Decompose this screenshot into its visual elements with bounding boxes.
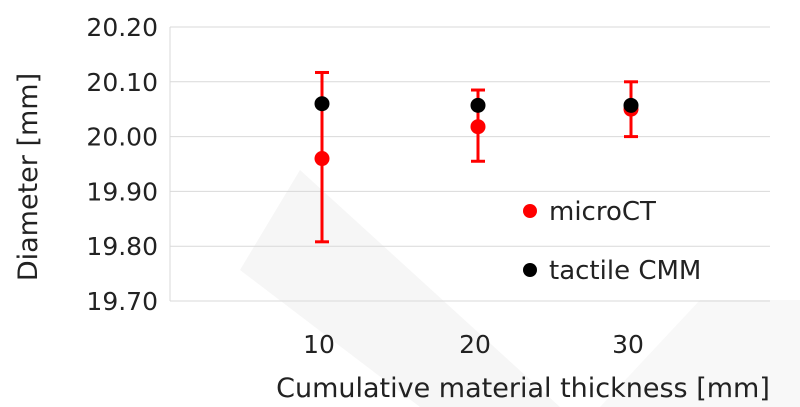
y-tick-label: 20.20 (86, 13, 158, 42)
data-point-0-1 (470, 119, 486, 135)
x-tick-label: 20 (459, 330, 491, 359)
y-tick-label: 20.00 (86, 123, 158, 152)
y-tick-labels: 20.20 20.10 20.00 19.90 19.80 19.70 (86, 13, 158, 316)
background-shape (240, 170, 560, 407)
x-tick-label: 30 (612, 330, 644, 359)
legend-marker-microct (523, 204, 537, 218)
grid-lines (169, 26, 770, 302)
legend: microCT tactile CMM (523, 197, 701, 286)
data-point-1-1 (470, 97, 486, 113)
data-point-1-2 (623, 97, 639, 113)
y-axis-title: Diameter [mm] (13, 73, 44, 281)
legend-label-tactile-cmm: tactile CMM (549, 256, 701, 286)
data-point-1-0 (314, 96, 330, 112)
x-axis-title: Cumulative material thickness [mm] (276, 373, 770, 404)
x-tick-labels: 10 20 30 (303, 330, 644, 359)
x-tick-label: 10 (303, 330, 335, 359)
y-tick-label: 20.10 (86, 68, 158, 97)
legend-label-microct: microCT (549, 197, 656, 227)
y-tick-label: 19.80 (86, 232, 158, 261)
background-shape-2 (600, 300, 800, 407)
legend-marker-tactile-cmm (523, 263, 537, 277)
data-point-0-0 (314, 151, 330, 167)
y-tick-label: 19.90 (86, 177, 158, 206)
y-tick-label: 19.70 (86, 287, 158, 316)
data-marks (314, 70, 639, 244)
